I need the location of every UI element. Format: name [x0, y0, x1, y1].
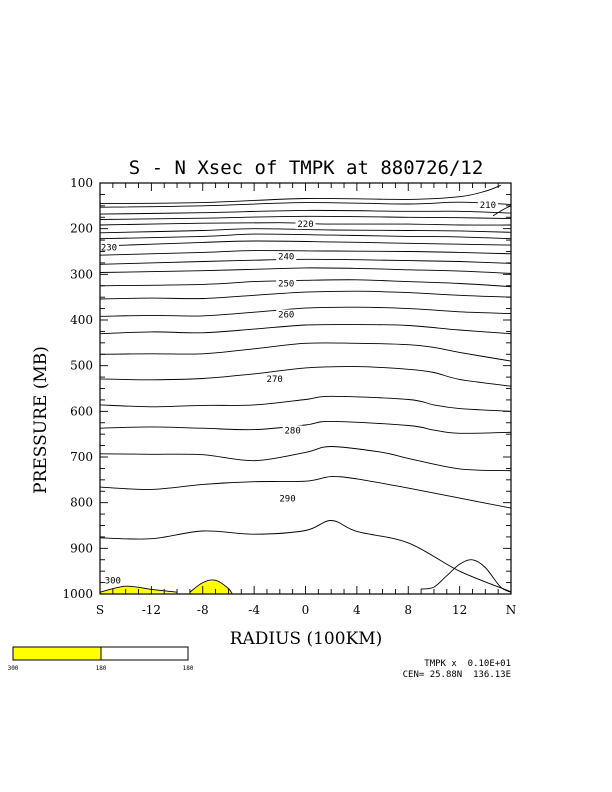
colorbar-label-1: 180: [96, 665, 107, 672]
y-tick-label: 500: [70, 359, 93, 373]
contour-label-bg-8: [277, 493, 298, 504]
y-tick-label: 200: [70, 222, 93, 236]
contour-label-270: 270: [267, 375, 283, 385]
contour-label-bg-7: [282, 425, 303, 436]
contour-label-250: 250: [278, 279, 294, 289]
shaded-region-1: [189, 580, 233, 594]
y-tick-label: 400: [70, 313, 93, 327]
contour-label-260: 260: [278, 311, 294, 321]
contour-line-15: [99, 324, 512, 335]
contour-labels: 210 220 230 240 250 260 270 280 290 300: [98, 199, 498, 586]
colorbar-label-2: 180: [183, 665, 194, 672]
contour-line-0: [99, 184, 501, 205]
contour-label-240: 240: [278, 253, 294, 263]
contour-label-220: 220: [297, 220, 313, 230]
contour-label-bg-5: [276, 309, 297, 320]
contour-line-8: [99, 240, 512, 247]
x-tick-label: 12: [452, 603, 467, 617]
contour-line-16: [99, 342, 512, 362]
contour-line-7: [99, 233, 512, 240]
footer-center: CEN= 25.88N 136.13E: [403, 670, 511, 680]
contour-label-210: 210: [480, 201, 496, 211]
footer-units: TMPK x 0.10E+01: [424, 659, 511, 669]
x-tick-label: -4: [248, 603, 260, 617]
contour-label-290: 290: [279, 495, 295, 505]
contour-label-280: 280: [285, 427, 301, 437]
chart-title: S - N Xsec of TMPK at 880726/12: [129, 157, 484, 179]
y-tick-label: 300: [70, 267, 93, 281]
contour-label-bg-1: [295, 219, 316, 230]
contour-label-bg-2: [98, 242, 119, 253]
contour-line-10: [99, 258, 512, 265]
axis-ticks: [99, 182, 512, 595]
contour-line-5: [99, 222, 512, 226]
contour-line-9: [99, 250, 512, 256]
contour-line-24: [99, 585, 178, 593]
contour-label-bg-6: [264, 373, 285, 384]
contour-line-22: [99, 520, 512, 593]
contour-line-21: [99, 476, 512, 509]
contour-lines: [99, 184, 512, 595]
contour-label-300: 300: [105, 576, 121, 586]
x-tick-label: -8: [197, 603, 209, 617]
colorbar-fill: [12, 646, 102, 661]
contour-line-2: [99, 201, 512, 208]
contour-line-6: [99, 228, 512, 234]
colorbar: 300 180 180: [8, 646, 194, 672]
x-axis-title: RADIUS (100KM): [230, 629, 383, 649]
y-tick-label: 100: [70, 176, 93, 190]
contour-line-19: [99, 420, 512, 434]
x-tick-label: 8: [404, 603, 412, 617]
contour-line-18: [99, 395, 512, 412]
y-axis-title: PRESSURE (MB): [31, 346, 51, 494]
x-tick-label: S: [96, 603, 104, 617]
contour-line-3: [99, 209, 512, 215]
contour-label-230: 230: [101, 243, 117, 253]
y-tick-label: 900: [70, 541, 93, 555]
contour-label-bg-3: [276, 251, 297, 262]
contour-line-1: [492, 205, 512, 217]
y-tick-label: 1000: [62, 587, 93, 601]
contour-label-bg-0: [477, 199, 498, 210]
contour-line-23: [421, 559, 512, 593]
y-tick-label: 700: [70, 450, 93, 464]
plot-frame: [99, 182, 512, 595]
y-tick-label: 600: [70, 404, 93, 418]
contour-line-14: [99, 306, 512, 317]
contour-line-20: [99, 446, 512, 472]
y-tick-labels: 100 200 300 400 500 600 700 800 900 1000: [62, 176, 93, 601]
colorbar-label-0: 300: [8, 665, 19, 672]
x-tick-label: 4: [353, 603, 361, 617]
x-tick-labels: S -12 -8 -4 0 4 8 12 N: [96, 603, 516, 617]
contour-line-13: [99, 290, 512, 300]
colorbar-empty: [100, 646, 189, 661]
contour-line-25: [189, 579, 233, 595]
x-tick-label: 0: [302, 603, 310, 617]
x-tick-label: -12: [142, 603, 161, 617]
contour-line-17: [99, 366, 512, 387]
y-tick-label: 800: [70, 496, 93, 510]
contour-label-bg-9: [102, 575, 123, 586]
contour-line-12: [99, 279, 512, 288]
contour-line-4: [99, 215, 512, 220]
contour-label-bg-4: [276, 278, 297, 289]
contour-line-11: [99, 267, 512, 274]
x-tick-label: N: [506, 603, 517, 617]
